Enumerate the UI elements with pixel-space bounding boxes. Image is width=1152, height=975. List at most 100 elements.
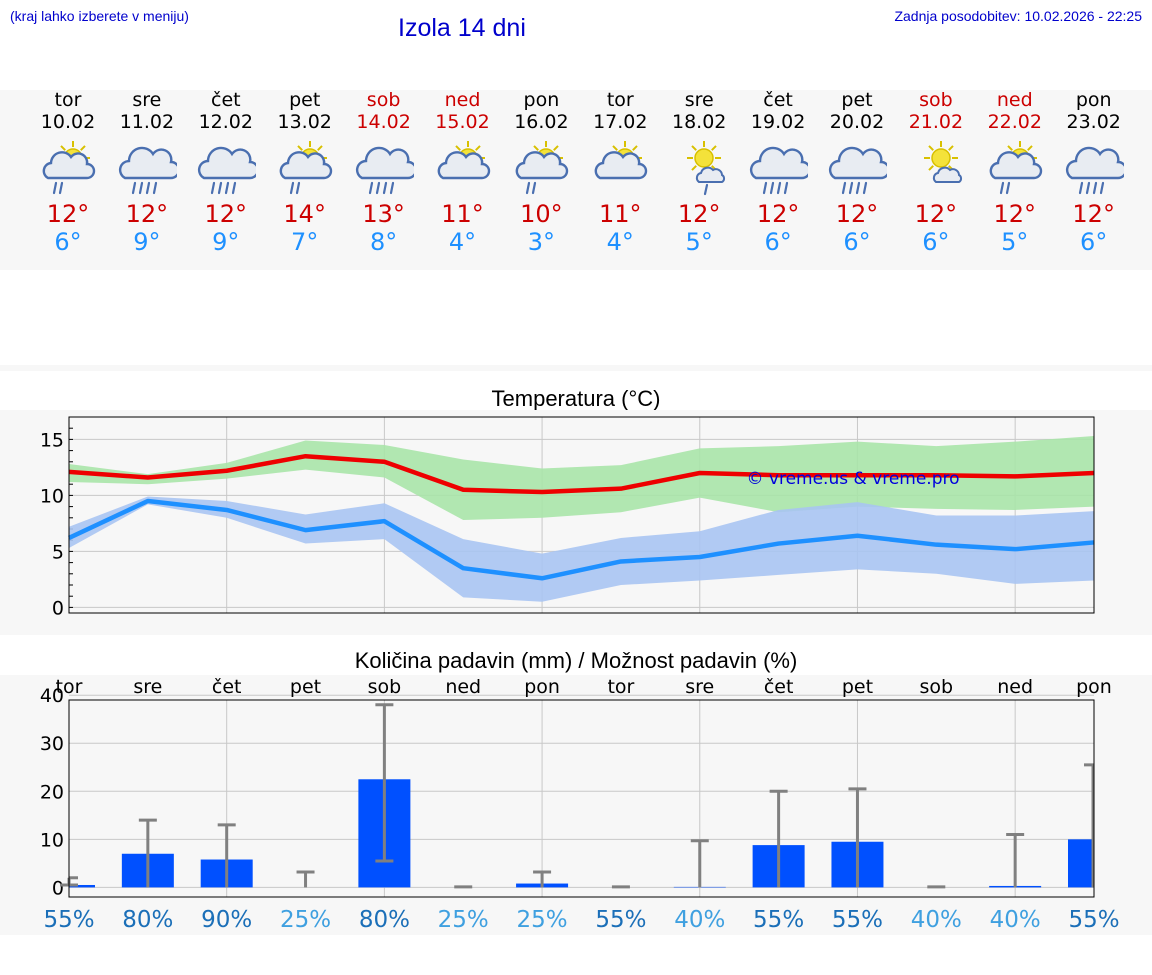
precipitation-probability-label: 25% [438, 907, 489, 933]
max-temperature: 12° [677, 200, 721, 228]
day-date: 11.02 [119, 111, 175, 133]
day-date: 18.02 [671, 111, 727, 133]
day-date: 20.02 [829, 111, 885, 133]
x-category-label: čet [764, 676, 794, 698]
min-temperature: 6° [764, 228, 792, 256]
max-temperature: 12° [914, 200, 958, 228]
day-date: 13.02 [277, 111, 332, 133]
day-date: 22.02 [987, 111, 1042, 133]
max-temperature: 12° [46, 200, 90, 228]
max-temperature: 14° [283, 200, 326, 228]
precipitation-probability-label: 40% [911, 907, 962, 933]
day-column: pon 16.02 10° 3° [501, 90, 581, 256]
day-date: 12.02 [198, 111, 253, 133]
min-temperature: 5° [1001, 228, 1029, 256]
day-name: čet [763, 89, 793, 111]
min-temperature-line [68, 498, 1095, 581]
min-temperature: 6° [1080, 228, 1108, 256]
day-column: sre 11.02 12° 9° [107, 90, 187, 256]
precipitation-probability-label: 80% [359, 907, 410, 933]
x-category-label: sob [368, 676, 402, 698]
x-category-label: tor [56, 676, 83, 698]
day-name: pon [1075, 89, 1112, 111]
y-tick-label: 5 [52, 541, 64, 563]
min-temperature: 3° [527, 228, 556, 256]
min-temperature: 9° [133, 228, 161, 256]
day-name: čet [211, 89, 241, 111]
day-name: ned [996, 89, 1033, 111]
x-category-label: pet [290, 676, 321, 698]
precipitation-probability-label: 55% [832, 907, 883, 933]
day-column: sob 21.02 12° 6° [896, 90, 976, 256]
x-category-label: pon [524, 676, 560, 698]
precipitation-probability-label: 25% [517, 907, 568, 933]
day-date: 16.02 [514, 111, 569, 133]
watermark-text: © vreme.us & vreme.pro [746, 469, 959, 489]
cloud-rain-icon [1065, 146, 1124, 195]
max-temperature: 11° [599, 200, 642, 228]
y-tick-label: 0 [52, 597, 64, 619]
min-temperature: 6° [54, 228, 82, 256]
x-category-label: pet [842, 676, 873, 698]
sun-cloud-icon [594, 141, 648, 180]
cloud-rain-icon [828, 146, 887, 195]
y-tick-label: 10 [40, 829, 64, 851]
temperature-chart: 0 5 10 15 © vreme.us & vreme.pro [40, 416, 1095, 619]
precipitation-probability-label: 55% [753, 907, 804, 933]
min-temperature: 8° [369, 228, 398, 256]
plot-frame [68, 416, 1095, 614]
cloud-rain-icon [118, 146, 177, 195]
min-temperature-range-band [69, 496, 1094, 602]
y-tick-label: 15 [40, 429, 64, 451]
precipitation-probability-label: 40% [674, 907, 725, 933]
max-temperature: 11° [441, 200, 484, 228]
precipitation-probability-label: 55% [595, 907, 646, 933]
precipitation-probability-label: 55% [1068, 907, 1119, 933]
x-category-label: ned [445, 676, 481, 698]
last-update-timestamp: Zadnja posodobitev: 10.02.2026 - 22:25 [894, 8, 1142, 24]
day-column: pet 20.02 12° 6° [817, 90, 897, 256]
max-temperature-line [68, 453, 1095, 495]
location-menu-note: (kraj lahko izberete v meniju) [10, 8, 189, 24]
min-temperature: 4° [448, 228, 477, 256]
day-column: tor 17.02 11° 4° [580, 90, 660, 256]
day-date: 10.02 [40, 111, 96, 133]
x-category-label: čet [212, 676, 242, 698]
day-name: pon [523, 89, 560, 111]
sun-cloud-rain-light-icon [687, 141, 726, 196]
day-name: sre [684, 89, 714, 111]
temperature-chart-title: Temperatura (°C) [491, 386, 661, 411]
max-temperature: 12° [204, 200, 248, 228]
day-column: čet 12.02 12° 9° [186, 90, 266, 256]
precipitation-probability-label: 55% [43, 907, 94, 933]
precipitation-probability-label: 80% [122, 907, 173, 933]
day-date: 19.02 [750, 111, 806, 133]
precipitation-probability-label: 40% [990, 907, 1041, 933]
max-temperature: 12° [835, 200, 879, 228]
min-temperature: 6° [922, 228, 950, 256]
day-date: 15.02 [435, 111, 490, 133]
y-tick-label: 0 [52, 877, 64, 899]
x-category-label: sre [685, 676, 714, 698]
sun-cloud-icon [437, 141, 490, 180]
precipitation-chart-title: Količina padavin (mm) / Možnost padavin … [354, 648, 798, 673]
day-name: sob [919, 89, 953, 111]
sun-cloud-rain-icon [989, 141, 1042, 195]
day-column: pet 13.02 14° 7° [265, 90, 345, 256]
x-category-label: pon [1076, 676, 1112, 698]
max-temperature: 10° [520, 200, 563, 228]
max-temperature: 13° [362, 200, 405, 228]
x-category-label: tor [607, 676, 634, 698]
day-date: 21.02 [908, 111, 964, 133]
sun-small-cloud-icon [923, 141, 962, 183]
day-column: sob 14.02 13° 8° [344, 90, 424, 256]
cloud-rain-icon [197, 146, 256, 195]
day-name: tor [606, 89, 634, 111]
section-divider [0, 365, 1152, 371]
max-temperature: 12° [1072, 200, 1115, 228]
day-date: 14.02 [356, 111, 411, 133]
day-name: pet [841, 89, 873, 111]
day-column: ned 15.02 11° 4° [423, 90, 503, 256]
sun-cloud-rain-icon [279, 141, 332, 195]
